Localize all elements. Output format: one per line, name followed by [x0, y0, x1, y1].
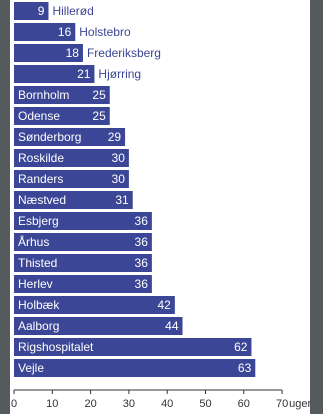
- bar-10: [14, 212, 152, 230]
- bar-value-label: 16: [58, 25, 72, 39]
- x-tick-label: 10: [46, 398, 58, 410]
- bar-category-label: Vejle: [18, 361, 44, 375]
- x-axis: 0 10 20 30 40 50 60 70 uger: [11, 389, 311, 410]
- bar-category-label: Holstebro: [79, 25, 131, 39]
- bar-14: [14, 296, 175, 314]
- bar-13: [14, 275, 152, 293]
- x-tick-label: 60: [238, 398, 250, 410]
- bar-value-label: 36: [135, 256, 149, 270]
- x-axis-label: uger: [289, 398, 311, 410]
- bar-3: [14, 65, 95, 83]
- bar-15: [14, 317, 183, 335]
- bar-value-label: 30: [112, 151, 126, 165]
- x-tick-label: 0: [11, 398, 17, 410]
- bar-value-label: 31: [115, 193, 129, 207]
- bar-7: [14, 149, 129, 167]
- bar-value-label: 62: [234, 340, 248, 354]
- bar-16: [14, 338, 252, 356]
- bar-value-label: 36: [135, 277, 149, 291]
- bar-category-label: Holbæk: [18, 298, 60, 312]
- bar-9: [14, 191, 133, 209]
- bar-12: [14, 254, 152, 272]
- bar-category-label: Sønderborg: [18, 130, 81, 144]
- x-tick-label: 40: [161, 398, 173, 410]
- bar-category-label: Esbjerg: [18, 214, 59, 228]
- bar-value-label: 18: [66, 46, 80, 60]
- bar-category-label: Hjørring: [98, 67, 141, 81]
- bar-category-label: Hillerød: [52, 4, 93, 18]
- bar-value-label: 36: [135, 235, 149, 249]
- bar-value-label: 9: [38, 4, 45, 18]
- x-tick-label: 30: [123, 398, 135, 410]
- bar-5: [14, 107, 110, 125]
- bar-category-label: Århus: [18, 234, 49, 249]
- bar-value-label: 42: [158, 298, 172, 312]
- x-tick-label: 20: [84, 398, 96, 410]
- bar-4: [14, 86, 110, 104]
- bar-value-label: 25: [92, 88, 106, 102]
- bar-category-label: Aalborg: [18, 319, 59, 333]
- bar-value-label: 63: [238, 361, 252, 375]
- bar-8: [14, 170, 129, 188]
- bar-value-label: 25: [92, 109, 106, 123]
- bar-category-label: Herlev: [18, 277, 53, 291]
- bar-1: [14, 23, 76, 41]
- bar-category-label: Rigshospitalet: [18, 340, 94, 354]
- bar-6: [14, 128, 126, 146]
- bar-category-label: Randers: [18, 172, 63, 186]
- x-tick-label: 70: [276, 398, 288, 410]
- bar-category-label: Odense: [18, 109, 60, 123]
- bar-category-label: Thisted: [18, 256, 57, 270]
- bar-2: [14, 44, 83, 62]
- bar-value-label: 21: [77, 67, 91, 81]
- bar-category-label: Frederiksberg: [87, 46, 161, 60]
- bar-value-label: 44: [165, 319, 179, 333]
- bar-value-label: 29: [108, 130, 122, 144]
- x-tick-label: 50: [199, 398, 211, 410]
- bar-17: [14, 359, 256, 377]
- bar-category-label: Roskilde: [18, 151, 64, 165]
- bars-layer: 9 Hillerød 16 Holstebro 18 Frederiksberg 21 Hjø…: [14, 2, 256, 377]
- bar-category-label: Bornholm: [18, 88, 69, 102]
- bar-value-label: 36: [135, 214, 149, 228]
- bar-category-label: Næstved: [18, 193, 66, 207]
- bar-value-label: 30: [112, 172, 126, 186]
- bar-0: [14, 2, 49, 20]
- bar-11: [14, 233, 152, 251]
